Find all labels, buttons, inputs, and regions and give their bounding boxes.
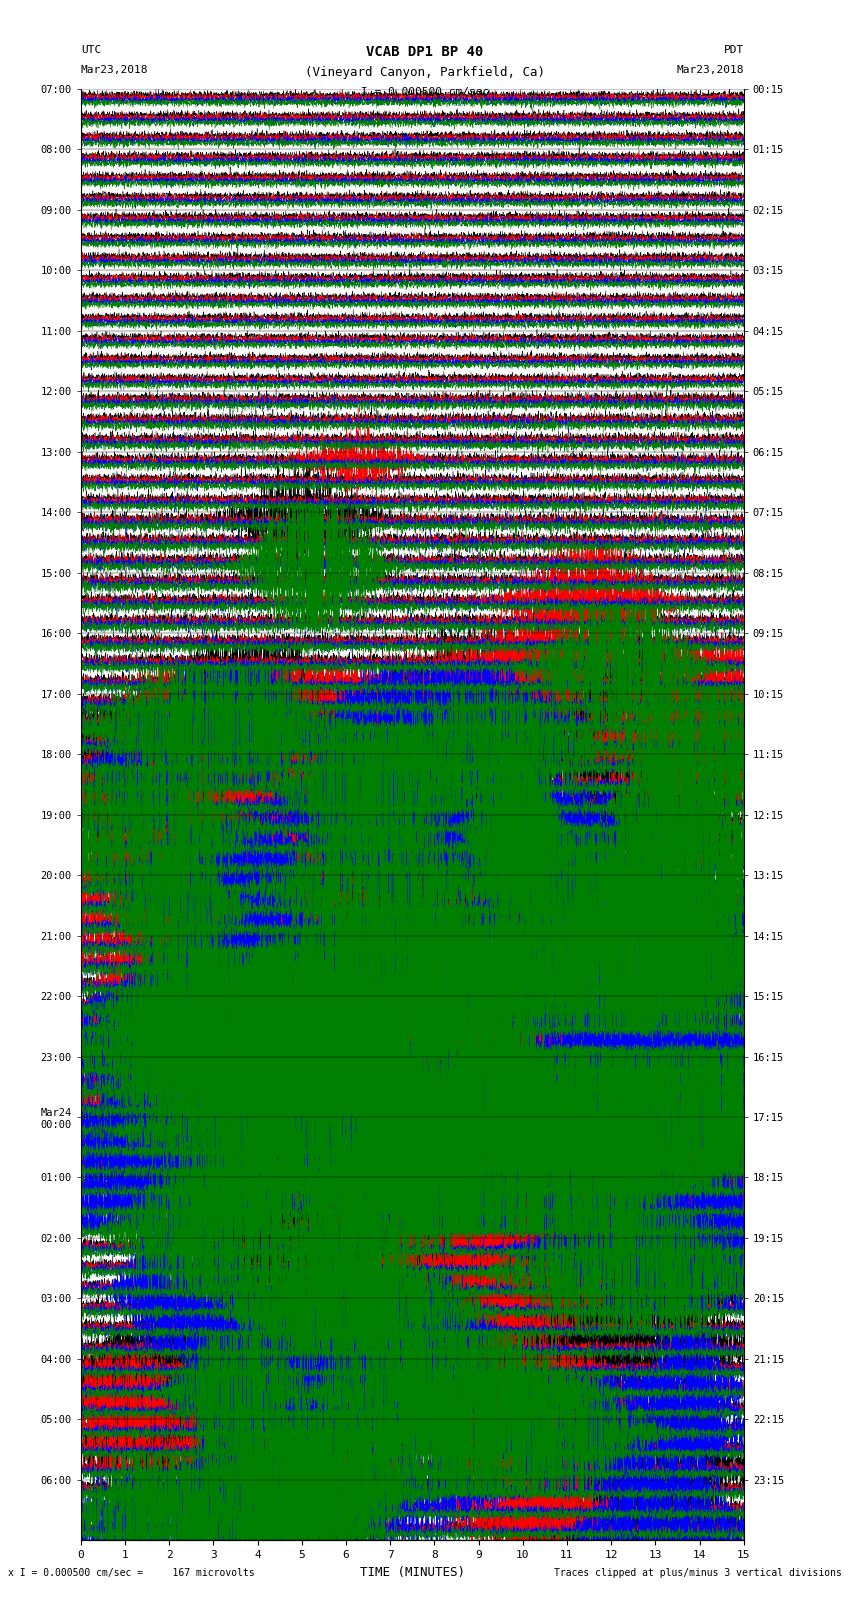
Text: PDT: PDT: [723, 45, 744, 55]
X-axis label: TIME (MINUTES): TIME (MINUTES): [360, 1566, 465, 1579]
Text: VCAB DP1 BP 40: VCAB DP1 BP 40: [366, 45, 484, 60]
Text: Mar23,2018: Mar23,2018: [81, 65, 148, 74]
Text: (Vineyard Canyon, Parkfield, Ca): (Vineyard Canyon, Parkfield, Ca): [305, 66, 545, 79]
Text: Mar23,2018: Mar23,2018: [677, 65, 744, 74]
Text: x I = 0.000500 cm/sec =     167 microvolts: x I = 0.000500 cm/sec = 167 microvolts: [8, 1568, 255, 1578]
Text: I = 0.000500 cm/sec: I = 0.000500 cm/sec: [361, 87, 489, 97]
Text: Traces clipped at plus/minus 3 vertical divisions: Traces clipped at plus/minus 3 vertical …: [553, 1568, 842, 1578]
Text: UTC: UTC: [81, 45, 101, 55]
